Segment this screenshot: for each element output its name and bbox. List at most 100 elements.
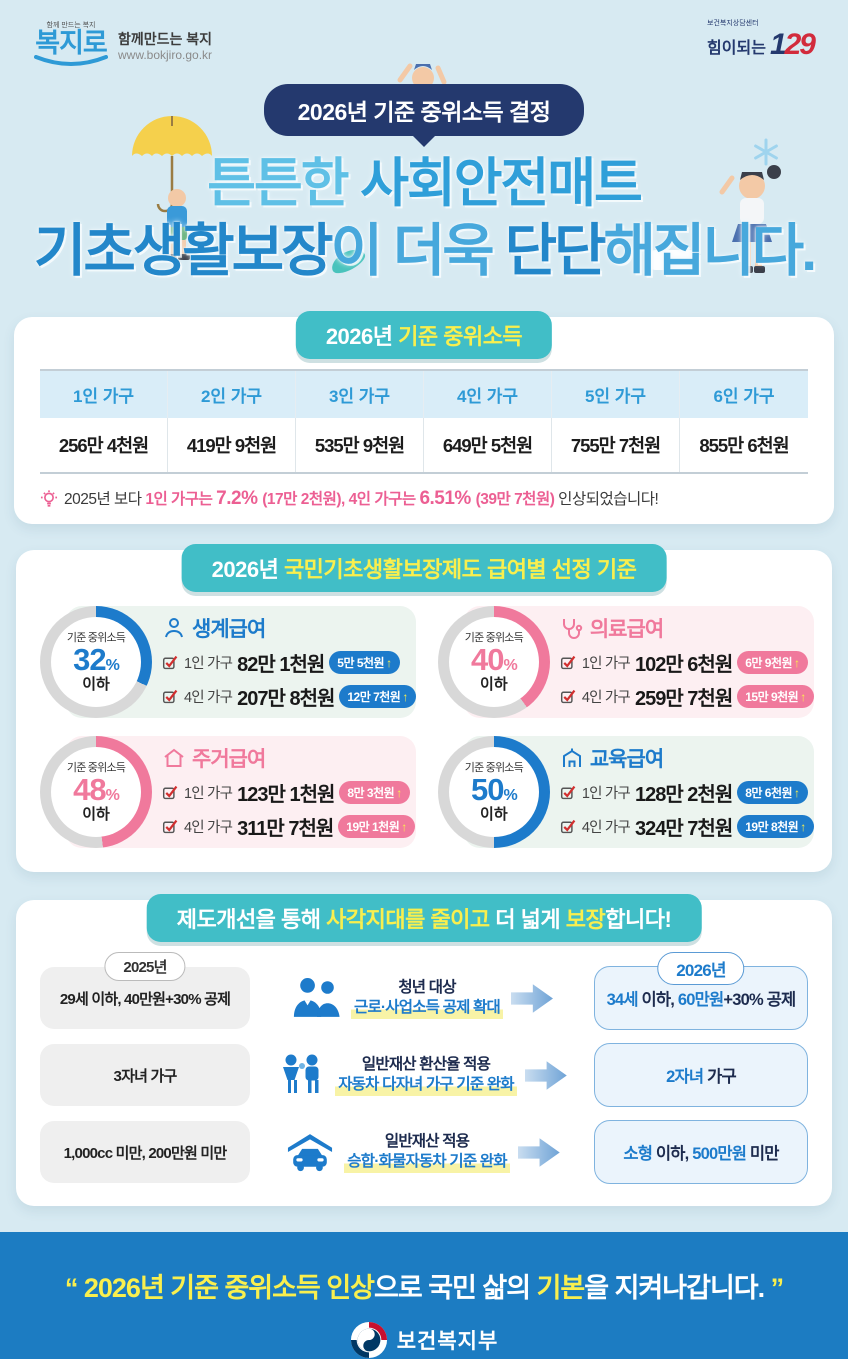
- table-value-cell: 535만 9천원: [296, 418, 424, 473]
- increase-pill: 6만 9천원 ↑: [737, 651, 808, 675]
- person-icon: [165, 618, 183, 638]
- benefit-row: 4인 가구 259만 7천원 15만 9천원 ↑: [560, 682, 814, 711]
- after-box: 2자녀 가구: [594, 1043, 808, 1108]
- section-improvements: 제도개선을 통해 사각지대를 줄이고 더 넓게 보장합니다! 2025년 29세…: [16, 894, 832, 1207]
- mohw-symbol-icon: [350, 1322, 387, 1359]
- table-header-cell: 1인 가구: [40, 371, 168, 419]
- poster-top: 함께 만드는 복지 복지로 함께만드는 복지 www.bokjiro.go.kr…: [0, 0, 848, 1206]
- house-icon: [164, 749, 184, 768]
- stethoscope-icon: [562, 619, 583, 640]
- up-arrow-icon: ↑: [396, 785, 402, 800]
- table-header-cell: 4인 가구: [424, 371, 552, 419]
- benefit-card-gyoyuk: 기준 중위소득 50% 이하 교육급여 1인 가구 128만 2천원 8만 6천…: [437, 736, 814, 849]
- school-icon: [562, 748, 581, 768]
- workers-icon: [293, 978, 340, 1018]
- section-median-income: 2026년 기준 중위소득 1인 가구 2인 가구 3인 가구 4인 가구 5인…: [14, 311, 834, 525]
- umbrella-person-illustration: [122, 112, 232, 272]
- benefit-row: 4인 가구 207만 8천원 12만 7천원 ↑: [162, 682, 416, 711]
- benefit-row: 1인 가구 82만 1천원 5만 5천원 ↑: [162, 648, 416, 677]
- up-arrow-icon: ↑: [402, 689, 408, 704]
- improvement-row-youth: 2025년 29세 이하, 40만원+30% 공제 청년 대상 근로·사업소득 …: [40, 952, 808, 1031]
- footer-band: “ 2026년 기준 중위소득 인상으로 국민 삶의 기본을 지켜나갑니다. ”…: [0, 1232, 848, 1359]
- benefit-title: 의료급여: [560, 613, 814, 643]
- benefit-card-uiryo: 기준 중위소득 40% 이하 의료급여 1인 가구 102만 6천원 6만 9천…: [437, 606, 814, 719]
- benefit-row: 1인 가구 123만 1천원 8만 3천원 ↑: [162, 778, 416, 807]
- call-center-number: 129: [769, 28, 816, 61]
- checkbox-icon: [162, 690, 178, 704]
- bokjiro-url: www.bokjiro.go.kr: [118, 48, 213, 62]
- benefit-title: 교육급여: [560, 743, 814, 773]
- right-arrow-icon: [517, 1138, 560, 1167]
- increase-pill: 15만 9천원 ↑: [737, 685, 814, 709]
- percent-donut: 기준 중위소득 32% 이하: [40, 606, 152, 719]
- bokjiro-tagline: 함께만드는 복지: [118, 30, 213, 47]
- after-box: 2026년 34세 이하, 60만원+30% 공제: [594, 952, 808, 1031]
- hero: 2026년 기준 중위소득 결정 튼튼한 사회안전매트 기초생활보장이 더욱 단…: [0, 78, 848, 281]
- table-value-cell: 256만 4천원: [40, 418, 168, 473]
- benefit-row: 4인 가구 324만 7천원 19만 8천원 ↑: [560, 812, 814, 841]
- right-arrow-icon: [524, 1061, 567, 1090]
- up-arrow-icon: ↑: [401, 819, 407, 834]
- table-value-cell: 755만 7천원: [552, 418, 680, 473]
- bokjiro-wordmark: 복지로: [35, 28, 108, 58]
- lightbulb-icon: [40, 490, 58, 507]
- checkbox-icon: [560, 820, 576, 834]
- table-value-cell: 419만 9천원: [168, 418, 296, 473]
- table-value-cell: 649만 5천원: [424, 418, 552, 473]
- increase-pill: 8만 6천원 ↑: [737, 781, 808, 805]
- year-2026-pill: 2026년: [657, 952, 745, 986]
- checkbox-icon: [560, 656, 576, 670]
- table-value-cell: 855만 6천원: [680, 418, 808, 473]
- checkbox-icon: [162, 786, 178, 800]
- benefit-row: 1인 가구 102만 6천원 6만 9천원 ↑: [560, 648, 814, 677]
- increase-pill: 19만 8천원 ↑: [737, 815, 814, 839]
- bokjiro-slogan-small: 함께 만드는 복지: [46, 22, 96, 29]
- checkbox-icon: [162, 820, 178, 834]
- benefit-grid: 기준 중위소득 32% 이하 생계급여 1인 가구 82만 1천원 5만 5천원…: [40, 606, 814, 849]
- improvement-row-vehicle: 1,000cc 미만, 200만원 미만 일반재산 적용 승합·화물자동차 기준…: [40, 1120, 808, 1185]
- benefit-card-saenggye: 기준 중위소득 32% 이하 생계급여 1인 가구 82만 1천원 5만 5천원…: [40, 606, 416, 719]
- before-box: 3자녀 가구: [40, 1044, 250, 1107]
- header: 함께 만드는 복지 복지로 함께만드는 복지 www.bokjiro.go.kr…: [0, 0, 848, 78]
- section-benefit-criteria: 2026년 국민기초생활보장제도 급여별 선정 기준 기준 중위소득 32% 이…: [16, 544, 832, 873]
- section3-header: 제도개선을 통해 사각지대를 줄이고 더 넓게 보장합니다!: [146, 894, 702, 943]
- table-header-cell: 5인 가구: [552, 371, 680, 419]
- up-arrow-icon: ↑: [386, 655, 392, 670]
- car-icon: [288, 1134, 333, 1172]
- cloud-decoration: [646, 250, 700, 270]
- benefit-card-jugeo: 기준 중위소득 48% 이하 주거급여 1인 가구 123만 1천원 8만 3천…: [40, 736, 416, 849]
- table-header-cell: 3인 가구: [296, 371, 424, 419]
- right-arrow-icon: [510, 984, 553, 1013]
- hero-badge: 2026년 기준 중위소득 결정: [263, 84, 585, 136]
- percent-donut: 기준 중위소득 40% 이하: [437, 606, 550, 719]
- increase-pill: 19만 1천원 ↑: [338, 815, 415, 839]
- children-icon: [283, 1054, 319, 1094]
- bokjiro-smile-icon: [34, 55, 108, 66]
- increase-note: 2025년 보다 1인 가구는 7.2% (17만 2천원), 4인 가구는 6…: [40, 487, 808, 510]
- main-title-line1: 튼튼한 사회안전매트: [207, 154, 643, 213]
- benefit-title: 생계급여: [162, 613, 416, 643]
- improvement-middle: 일반재산 환산율 적용 자동차 다자녀 가구 기준 완화: [262, 1053, 582, 1097]
- call-center-label: 힘이되는: [707, 40, 766, 57]
- checkbox-icon: [560, 786, 576, 800]
- ministry-logo: 보건복지부: [350, 1321, 499, 1359]
- table-header-cell: 6인 가구: [680, 371, 808, 419]
- up-arrow-icon: ↑: [800, 819, 806, 834]
- up-arrow-icon: ↑: [800, 689, 806, 704]
- benefit-row: 4인 가구 311만 7천원 19만 1천원 ↑: [162, 812, 416, 841]
- benefit-title: 주거급여: [162, 743, 416, 773]
- increase-pill: 8만 3천원 ↑: [339, 781, 410, 805]
- year-2025-pill: 2025년: [104, 952, 186, 982]
- improvement-middle: 일반재산 적용 승합·화물자동차 기준 완화: [262, 1131, 582, 1174]
- checkbox-icon: [162, 656, 178, 670]
- after-box: 소형 이하, 500만원 미만: [594, 1120, 808, 1185]
- percent-donut: 기준 중위소득 50% 이하: [437, 736, 550, 849]
- percent-donut: 기준 중위소득 48% 이하: [40, 736, 152, 849]
- asterisk-decoration: [752, 138, 780, 166]
- table-header-cell: 2인 가구: [168, 371, 296, 419]
- footer-quote: “ 2026년 기준 중위소득 인상으로 국민 삶의 기본을 지켜나갑니다. ”: [64, 1273, 784, 1304]
- benefit-row: 1인 가구 128만 2천원 8만 6천원 ↑: [560, 778, 814, 807]
- checkbox-icon: [560, 690, 576, 704]
- section1-header: 2026년 기준 중위소득: [295, 311, 553, 360]
- call-center-small-label: 보건복지상담센터: [707, 20, 759, 27]
